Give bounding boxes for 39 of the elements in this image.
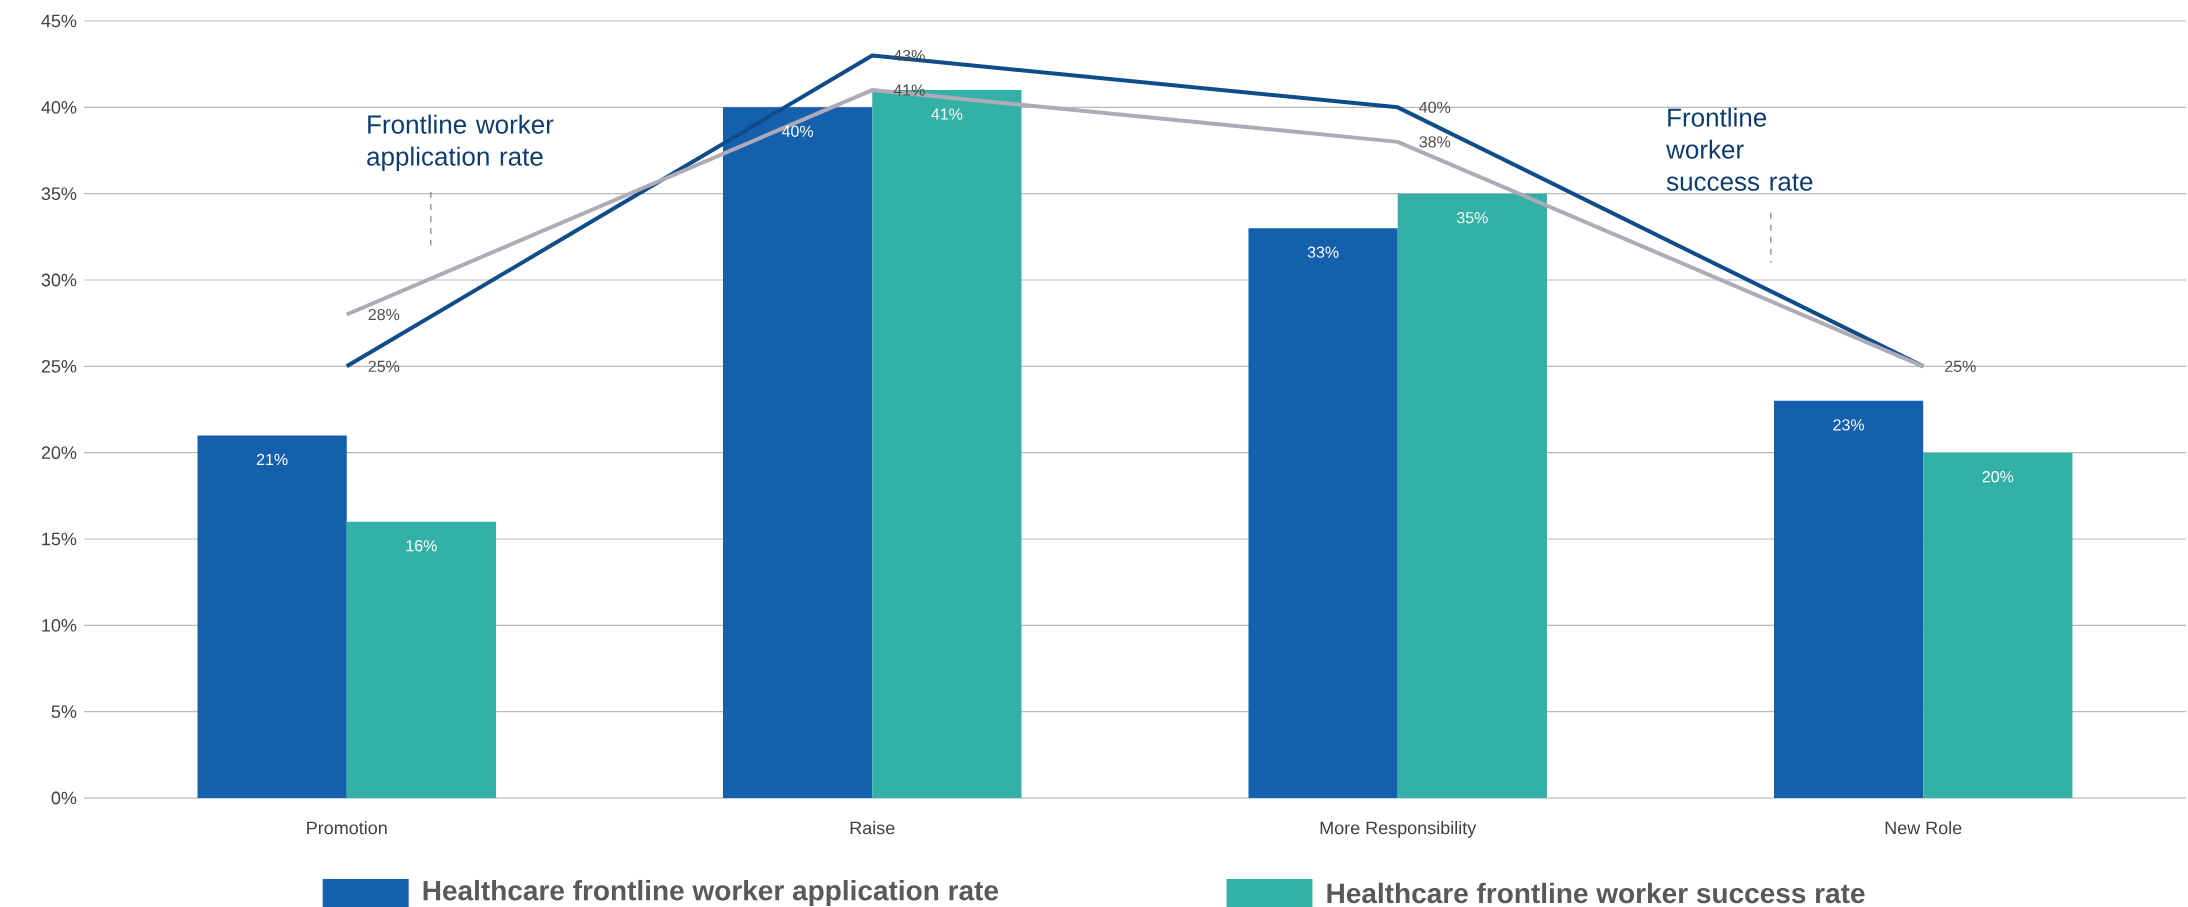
y-tick-label: 40% — [41, 100, 77, 114]
data-label: 38% — [1419, 136, 1451, 148]
data-label: 20% — [1982, 471, 2014, 483]
legend-label: Healthcare frontline worker success rate — [1327, 882, 1865, 904]
x-tick-label: New Role — [1885, 821, 1962, 835]
annotation: Frontline worker application rate — [367, 114, 554, 171]
data-label: 25% — [368, 360, 400, 372]
data-label: 35% — [1456, 212, 1488, 224]
y-tick-label: 15% — [42, 532, 77, 546]
bar — [346, 521, 496, 798]
y-tick-label: 45% — [41, 14, 77, 28]
y-tick-label: 20% — [41, 446, 77, 460]
y-tick-label: 5% — [51, 705, 77, 719]
data-label: 33% — [1307, 246, 1339, 258]
x-tick-label: More Responsibility — [1320, 821, 1477, 838]
legend-label: Healthcare frontline worker application rate — [423, 879, 999, 907]
data-label: 28% — [368, 308, 400, 321]
bar — [1923, 452, 2073, 798]
annotation: Frontline worker success rate — [1666, 107, 1813, 191]
data-label: 16% — [406, 540, 437, 552]
y-tick-label: 0% — [51, 791, 77, 805]
data-label: 25% — [1945, 360, 1976, 372]
data-label: 41% — [931, 108, 963, 120]
x-tick-label: Promotion — [307, 821, 387, 835]
data-label: 23% — [1833, 419, 1865, 431]
data-label: 41% — [893, 84, 925, 96]
y-tick-label: 10% — [42, 618, 77, 632]
bar — [1248, 228, 1398, 798]
y-tick-label: 35% — [41, 187, 77, 201]
data-label: 21% — [256, 453, 288, 466]
bar — [1773, 400, 1924, 798]
y-tick-label: 30% — [41, 273, 77, 287]
data-label: 40% — [781, 125, 814, 137]
bar — [197, 435, 347, 798]
bar — [1397, 193, 1547, 798]
x-tick-label: Raise — [850, 821, 895, 835]
y-tick-label: 25% — [41, 359, 77, 373]
bar — [723, 107, 873, 798]
data-label: 40% — [1419, 101, 1451, 113]
